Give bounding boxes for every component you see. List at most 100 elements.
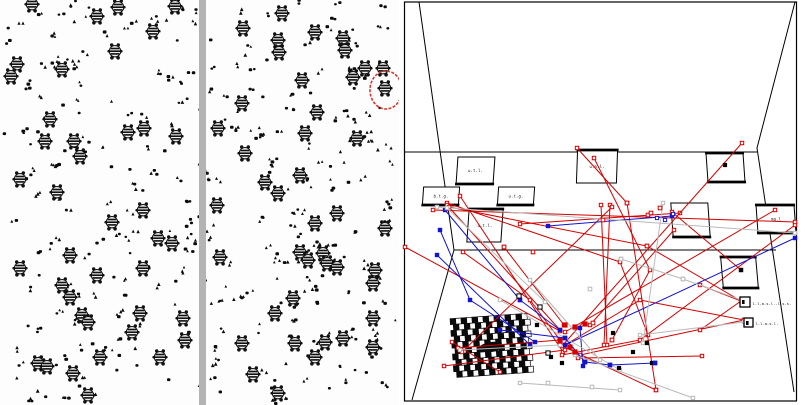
robot-icon [39, 358, 55, 375]
scene-canvas[interactable]: u.t.l. b.t.g. u.t.g. u.t.l. u.b.l. mq.l l.l.a.… [399, 0, 807, 405]
robot-icon [274, 5, 290, 22]
robot-icon [349, 130, 365, 147]
box-label: u.t.l. [468, 168, 483, 173]
box-label: u.t.l. [477, 223, 492, 228]
robot-icon [292, 167, 308, 184]
robot-icon [337, 42, 353, 59]
robot-icon [24, 0, 40, 13]
robot-icon [365, 339, 381, 356]
robot-icon [9, 56, 25, 73]
box-label: b.t.g. [433, 194, 448, 199]
robot-icon [315, 245, 331, 262]
robot-icon [12, 260, 28, 277]
robot-icon [66, 133, 82, 150]
robot-icon [80, 387, 96, 404]
robot-icon [267, 305, 283, 322]
robot-icon [245, 366, 261, 383]
calibration-grid-icon [449, 313, 535, 378]
robot-icon [136, 120, 152, 137]
box-a: u.t.l. [454, 156, 496, 186]
robot-icon [335, 330, 351, 347]
robot-icon [345, 69, 361, 86]
robot-icon [317, 334, 333, 351]
robot-cluster-blob [479, 341, 503, 353]
robot-icon [307, 215, 323, 232]
robot-icon [110, 0, 126, 16]
robot-icon [37, 133, 53, 150]
extra-markers [501, 162, 744, 390]
robot-icon [377, 220, 393, 237]
robot-icon [62, 289, 78, 306]
tag-label: l.l.a.s.l.-l.s.s. [753, 301, 792, 306]
box-label: u.b.l. [589, 164, 604, 169]
arena-divider [199, 0, 206, 405]
robot-icon [104, 214, 120, 231]
robot-icon [307, 349, 323, 366]
robot-icon [357, 60, 373, 77]
tracking-3d-view[interactable]: u.t.l. b.t.g. u.t.g. u.t.l. u.b.l. mq.l l.l.a.… [399, 0, 807, 405]
robot-icon [234, 335, 250, 352]
robot-icon [329, 259, 345, 276]
robot-icon [72, 148, 88, 165]
robot-icon [365, 310, 381, 327]
robot-icon [367, 262, 383, 279]
box-d: u.t.l. [466, 207, 505, 243]
tag-2: l.l.a.s.l. [743, 317, 779, 328]
robot-icon [257, 174, 273, 191]
arena-canvas[interactable] [0, 0, 399, 405]
robot-icon [92, 349, 108, 366]
robot-sprites [3, 0, 393, 404]
box-f [704, 151, 747, 184]
robot-icon [287, 335, 303, 352]
robot-icon [80, 314, 96, 331]
robot-icon [132, 305, 148, 322]
robot-icon [120, 124, 136, 141]
robot-icon [294, 72, 310, 89]
box-i [719, 255, 760, 290]
robot-icon [49, 184, 65, 201]
robot-icon [270, 385, 286, 402]
robot-icon [54, 277, 70, 294]
robot-icon [285, 290, 301, 307]
robot-icon [319, 255, 335, 272]
robot-icon [42, 111, 58, 128]
tag-1: l.l.a.s.l.-l.s.s. [739, 296, 792, 308]
robot-icon [107, 43, 123, 60]
robot-icon [12, 171, 28, 188]
robot-icon [300, 252, 316, 269]
robot-icon [89, 8, 105, 25]
box-label: u.t.g. [508, 194, 523, 199]
robot-icon [365, 275, 381, 292]
robot-icon [150, 230, 166, 247]
robot-icon [62, 247, 78, 264]
robot-icon [292, 244, 308, 261]
robot-icon [209, 197, 225, 214]
box-e: u.b.l. [575, 148, 619, 184]
robot-icon [377, 80, 393, 97]
robot-icon [3, 68, 19, 85]
robot-icon [65, 365, 81, 382]
robot-icon [271, 44, 287, 61]
robot-icon [175, 310, 191, 327]
robot-icon [270, 185, 286, 202]
robot-icon [329, 205, 345, 222]
robot-icon [307, 24, 323, 41]
robot-icon [210, 120, 226, 137]
robot-icon [235, 20, 251, 37]
arena-2d-view[interactable] [0, 0, 399, 405]
robot-icon [309, 104, 325, 121]
robot-icon [297, 125, 313, 142]
robot-icon [124, 324, 140, 341]
tag-label: l.l.a.s.l. [756, 321, 779, 326]
robot-icon [270, 32, 286, 49]
trajectories [402, 140, 798, 401]
robot-icon [54, 61, 70, 78]
robot-icon [237, 145, 253, 162]
box-label: mq.l [771, 217, 782, 222]
robot-icon [164, 235, 180, 252]
robot-icon [212, 249, 228, 266]
box-c: u.t.g. [496, 186, 536, 207]
robot-icon [177, 332, 193, 349]
robot-icon [234, 95, 250, 112]
